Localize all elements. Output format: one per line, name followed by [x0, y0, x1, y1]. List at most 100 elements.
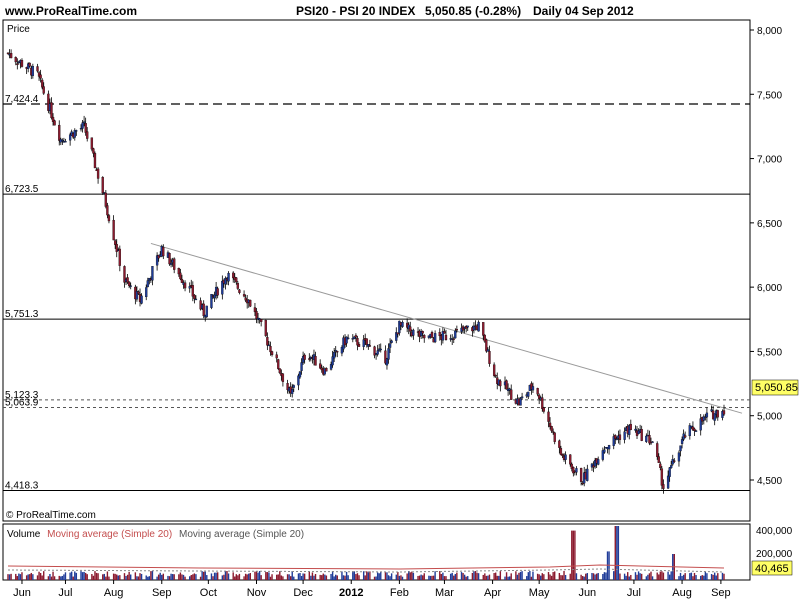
- volume-bar: [603, 572, 606, 580]
- volume-bar: [58, 575, 60, 580]
- candle-body: [614, 435, 617, 439]
- candle-body: [298, 371, 302, 378]
- candle-body: [157, 254, 160, 259]
- volume-bar: [440, 574, 443, 580]
- volume-bar: [81, 572, 84, 580]
- candle-body: [362, 339, 365, 347]
- candle-body: [106, 205, 109, 216]
- volume-bar: [119, 575, 121, 580]
- site-title[interactable]: www.ProRealTime.com: [4, 4, 137, 18]
- volume-bar: [586, 573, 589, 580]
- volume-bar: [713, 572, 716, 580]
- candle-body: [597, 459, 600, 465]
- volume-bar: [429, 575, 432, 580]
- volume-bar: [330, 573, 332, 580]
- candle-body: [579, 468, 583, 482]
- candle-body: [441, 331, 445, 341]
- volume-bar: [366, 571, 368, 580]
- volume-bar: [173, 574, 175, 580]
- candle-body: [107, 215, 111, 222]
- volume-title: Volume Moving average (Simple 20) Moving…: [7, 529, 304, 540]
- volume-bar: [380, 571, 382, 580]
- volume-bar: [289, 576, 292, 580]
- volume-bar: [243, 576, 245, 580]
- volume-bar: [681, 576, 683, 580]
- volume-bar: [561, 575, 564, 580]
- volume-bar: [668, 574, 671, 580]
- volume-bar: [679, 572, 682, 580]
- volume-bar: [271, 574, 273, 580]
- volume-bar: [717, 573, 719, 580]
- volume-bar: [128, 571, 130, 580]
- volume-bar: [662, 572, 665, 580]
- volume-bar: [83, 571, 85, 580]
- volume-bars: [7, 526, 725, 580]
- volume-bar: [432, 575, 435, 580]
- volume-bar: [362, 571, 365, 580]
- candle-body: [319, 363, 322, 369]
- candle-body: [438, 332, 441, 337]
- volume-bar: [456, 572, 458, 580]
- volume-bar: [167, 575, 169, 580]
- volume-bar: [25, 575, 28, 580]
- candle-body: [628, 425, 631, 435]
- volume-bar: [442, 572, 444, 580]
- volume-bar: [265, 572, 267, 580]
- volume-bar: [19, 574, 22, 580]
- volume-bar: [710, 574, 713, 580]
- volume-bar: [234, 576, 236, 580]
- volume-bar: [126, 574, 129, 580]
- volume-bar: [401, 576, 404, 580]
- volume-bar: [204, 571, 206, 580]
- volume-bar: [181, 574, 183, 580]
- volume-bar: [227, 573, 230, 580]
- volume-bar: [302, 573, 304, 580]
- level-label: 7,424.4: [5, 94, 39, 105]
- candle-body: [308, 358, 311, 360]
- candle-body: [281, 373, 285, 382]
- candle-body: [14, 57, 17, 63]
- volume-bar: [498, 575, 500, 580]
- volume-bar: [721, 572, 724, 580]
- candle-body: [721, 411, 724, 418]
- candle-body: [104, 192, 107, 207]
- volume-bar: [162, 573, 165, 580]
- volume-bar: [116, 574, 118, 580]
- volume-bar: [50, 576, 53, 580]
- price-panel: [2, 19, 751, 522]
- volume-bar: [97, 573, 99, 580]
- volume-bar: [496, 575, 498, 580]
- candle-body: [118, 248, 121, 266]
- volume-ma-gray: [7, 568, 725, 573]
- volume-bar: [563, 570, 565, 580]
- volume-bar: [86, 574, 88, 580]
- candle-body: [668, 467, 671, 477]
- candle-body: [421, 331, 424, 334]
- candle-body: [559, 448, 563, 455]
- candle-body: [396, 332, 399, 335]
- time-tick-label: Aug: [672, 587, 692, 599]
- volume-bar: [564, 574, 567, 580]
- candle-body: [542, 407, 545, 412]
- candle-body: [235, 277, 238, 283]
- volume-bar: [18, 573, 20, 580]
- time-tick-label: Feb: [390, 587, 409, 599]
- volume-bar: [202, 571, 205, 580]
- volume-bar: [704, 571, 707, 580]
- volume-bar: [373, 576, 376, 580]
- candle-body: [452, 338, 455, 340]
- volume-bar: [558, 572, 561, 580]
- level-label: 6,723.5: [5, 184, 39, 195]
- volume-bar: [21, 572, 23, 580]
- volume-bar: [269, 576, 272, 580]
- volume-bar: [106, 571, 109, 580]
- candle-body: [612, 436, 615, 446]
- volume-bar: [575, 573, 578, 580]
- volume-bar: [613, 571, 615, 580]
- volume-bar: [460, 572, 463, 580]
- candle-body: [140, 295, 143, 304]
- volume-bar: [521, 571, 523, 580]
- volume-bar: [543, 574, 545, 580]
- volume-bar: [171, 574, 174, 580]
- candle-body: [37, 72, 41, 77]
